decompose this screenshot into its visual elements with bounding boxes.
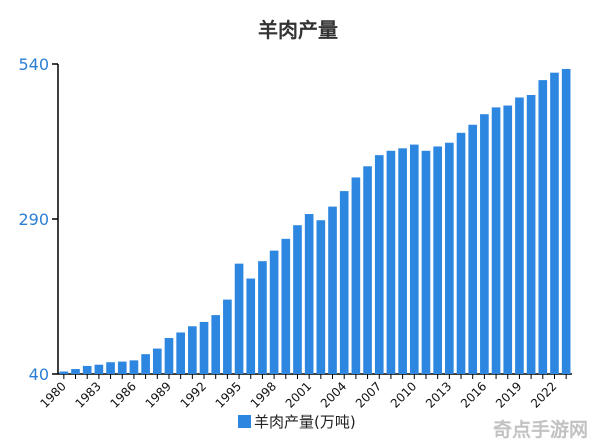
x-tick-label: 1992 [178, 379, 209, 410]
bar [503, 105, 513, 374]
bar [211, 315, 221, 374]
bar [223, 299, 232, 374]
bar [561, 68, 571, 375]
bar [316, 220, 326, 374]
bar [129, 360, 139, 374]
bar [328, 206, 337, 374]
bar [94, 364, 104, 374]
bar [386, 150, 396, 374]
bar [269, 250, 279, 374]
bar [293, 225, 302, 374]
x-tick-label: 2016 [458, 379, 489, 410]
bar [304, 214, 314, 374]
bar [106, 362, 115, 374]
bar [281, 238, 291, 374]
x-tick-label: 2001 [283, 379, 314, 410]
x-tick-label: 2004 [318, 379, 349, 410]
y-tick-label: 290 [18, 210, 49, 229]
x-tick-label: 2010 [388, 379, 419, 410]
y-axis: 40 290 540 [18, 55, 59, 384]
legend-swatch [238, 415, 251, 428]
bar [199, 321, 209, 374]
x-tick-label: 1989 [143, 379, 174, 410]
x-tick-label: 2007 [353, 379, 384, 410]
bar [526, 95, 536, 374]
bar [491, 107, 501, 375]
bar [82, 365, 92, 374]
x-tick-label: 1983 [72, 379, 103, 410]
bar [152, 348, 162, 374]
bar [117, 361, 127, 374]
bar [363, 166, 372, 374]
chart-title: 羊肉产量 [258, 18, 338, 42]
bar [164, 338, 174, 374]
x-tick-label: 1986 [108, 379, 139, 410]
bar [468, 124, 478, 374]
bar [351, 177, 361, 374]
bar [59, 371, 69, 374]
bar [550, 72, 559, 375]
watermark: 奇点手游网 [491, 417, 589, 443]
bar [188, 326, 197, 374]
bar [339, 191, 349, 374]
bar [246, 278, 256, 374]
bar [421, 150, 431, 374]
x-tick-label: 2022 [528, 379, 559, 410]
x-tick-label: 2013 [423, 379, 454, 410]
y-tick-label: 40 [29, 365, 49, 384]
legend: 羊肉产量(万吨) [238, 413, 356, 431]
bar [71, 369, 80, 374]
bar-series [59, 68, 571, 375]
legend-label: 羊肉产量(万吨) [254, 413, 356, 431]
x-axis: 1980 1983 1986 1989 1992 1995 1998 2001 2004 2007… [37, 373, 572, 411]
bar [409, 144, 419, 374]
bar [515, 97, 524, 374]
bar [398, 148, 407, 374]
watermark-text: 奇点手游网 [493, 418, 588, 441]
bar [433, 146, 442, 374]
y-tick-label: 540 [18, 55, 49, 74]
bar [480, 114, 489, 374]
bar [234, 263, 244, 374]
x-tick-label: 1998 [248, 379, 279, 410]
bar [374, 155, 384, 374]
x-tick-label: 2019 [493, 379, 524, 410]
bar [538, 80, 548, 375]
bar [176, 332, 185, 374]
bar [258, 261, 267, 374]
bar [141, 354, 150, 374]
bar [445, 142, 454, 374]
bar [456, 132, 466, 374]
x-tick-label: 1995 [213, 379, 244, 410]
